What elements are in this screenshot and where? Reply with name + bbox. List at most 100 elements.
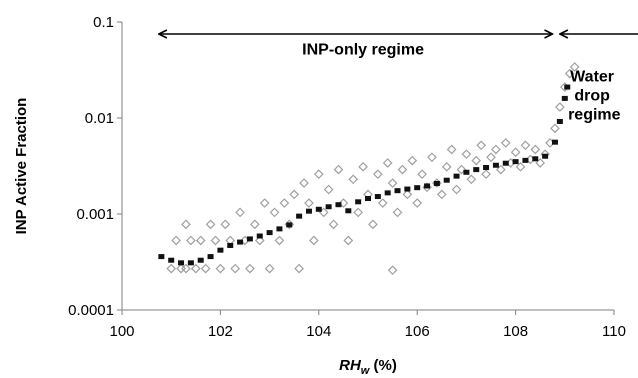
data-point-square [433,180,440,186]
data-point-square [542,153,549,159]
data-point-diamond [441,161,452,172]
annotations-layer: INP-only regime Water drop regime [159,34,638,123]
data-point-diamond [555,102,565,112]
data-point-diamond [358,161,368,172]
data-point-square [561,95,568,101]
data-point-square [325,204,332,210]
water-regime-line-1: Water [570,68,614,85]
data-point-square [296,213,303,219]
x-axis-title-unit: (%) [369,357,397,374]
data-point-diamond [313,169,324,180]
y-tick-label: 0.1 [93,14,114,31]
data-point-square [564,84,571,90]
data-point-square [512,159,519,165]
data-point-diamond [333,164,344,175]
data-point-diamond [181,263,191,274]
data-point-diamond [210,235,221,246]
data-point-square [532,156,539,162]
water-regime-label: Water drop regime [568,68,621,123]
data-point-diamond [510,147,521,158]
data-point-diamond [372,169,383,180]
x-tick-label: 104 [306,323,331,340]
data-point-diamond [348,174,359,185]
data-point-diamond [294,263,304,274]
data-point-diamond [279,198,290,208]
data-point-diamond [190,263,201,274]
data-point-diamond [412,198,423,208]
data-point-square [522,157,529,163]
data-point-diamond [309,235,319,246]
x-tick-label: 106 [405,323,430,340]
data-point-square [276,226,283,232]
data-point-diamond [461,149,472,160]
data-point-square [315,206,322,212]
data-point-diamond [259,198,270,208]
data-point-square [365,196,371,202]
data-point-square [286,222,293,228]
data-point-diamond [481,169,491,180]
x-axis-title-symbol: RH [339,357,362,374]
data-point-diamond [476,140,487,151]
data-point-diamond [466,174,477,185]
data-point-diamond [328,219,339,230]
data-point-diamond [353,207,364,218]
data-point-diamond [515,161,526,172]
data-point-diamond [417,169,427,180]
data-point-diamond [323,184,334,195]
data-point-square [453,173,460,179]
data-point-square [355,199,362,205]
data-point-diamond [397,164,408,175]
data-point-diamond [382,158,393,168]
data-point-square [335,202,342,208]
data-point-square [404,186,411,192]
data-point-diamond [392,207,403,218]
data-point-diamond [564,68,575,79]
series-layer [158,62,580,276]
data-point-square [305,208,312,214]
data-point-diamond [491,144,501,155]
data-point-diamond [195,235,206,246]
data-point-diamond [500,138,511,148]
data-point-diamond [235,207,245,218]
data-point-diamond [535,158,546,168]
data-point-square [207,254,214,260]
data-point-square [158,254,165,260]
data-point-diamond [471,155,482,166]
data-point-square [197,257,204,263]
data-point-diamond [200,263,211,274]
data-point-diamond [446,144,457,155]
series-1 [158,84,571,266]
data-point-diamond [338,198,349,208]
data-point-diamond [368,219,378,230]
data-point-square [414,185,421,191]
axes-layer [121,22,614,311]
data-point-diamond [254,235,265,246]
data-point-square [168,257,175,263]
data-point-diamond [456,164,467,175]
data-point-square [256,233,263,239]
data-point-diamond [215,263,226,274]
data-point-diamond [166,263,177,274]
data-point-diamond [176,263,186,274]
data-point-diamond [304,198,314,208]
data-point-square [502,160,509,166]
data-point-square [187,260,194,266]
data-point-square [551,139,558,145]
data-point-diamond [181,219,191,230]
data-point-square [443,177,450,183]
data-point-diamond [486,152,496,163]
data-point-square [266,230,273,236]
data-point-diamond [407,155,418,166]
data-point-diamond [289,189,300,200]
data-point-square [384,190,391,196]
data-point-diamond [402,189,413,200]
data-point-diamond [230,263,241,274]
data-point-diamond [550,123,560,134]
data-point-square [217,247,224,253]
data-point-diamond [451,184,462,195]
x-tick-label: 108 [503,323,528,340]
data-point-square [178,260,185,266]
data-point-diamond [299,178,309,188]
data-point-diamond [377,198,388,208]
ticks-layer: 100 102 104 106 108 110 0.0001 0.001 0.01 0.1 [68,14,626,340]
